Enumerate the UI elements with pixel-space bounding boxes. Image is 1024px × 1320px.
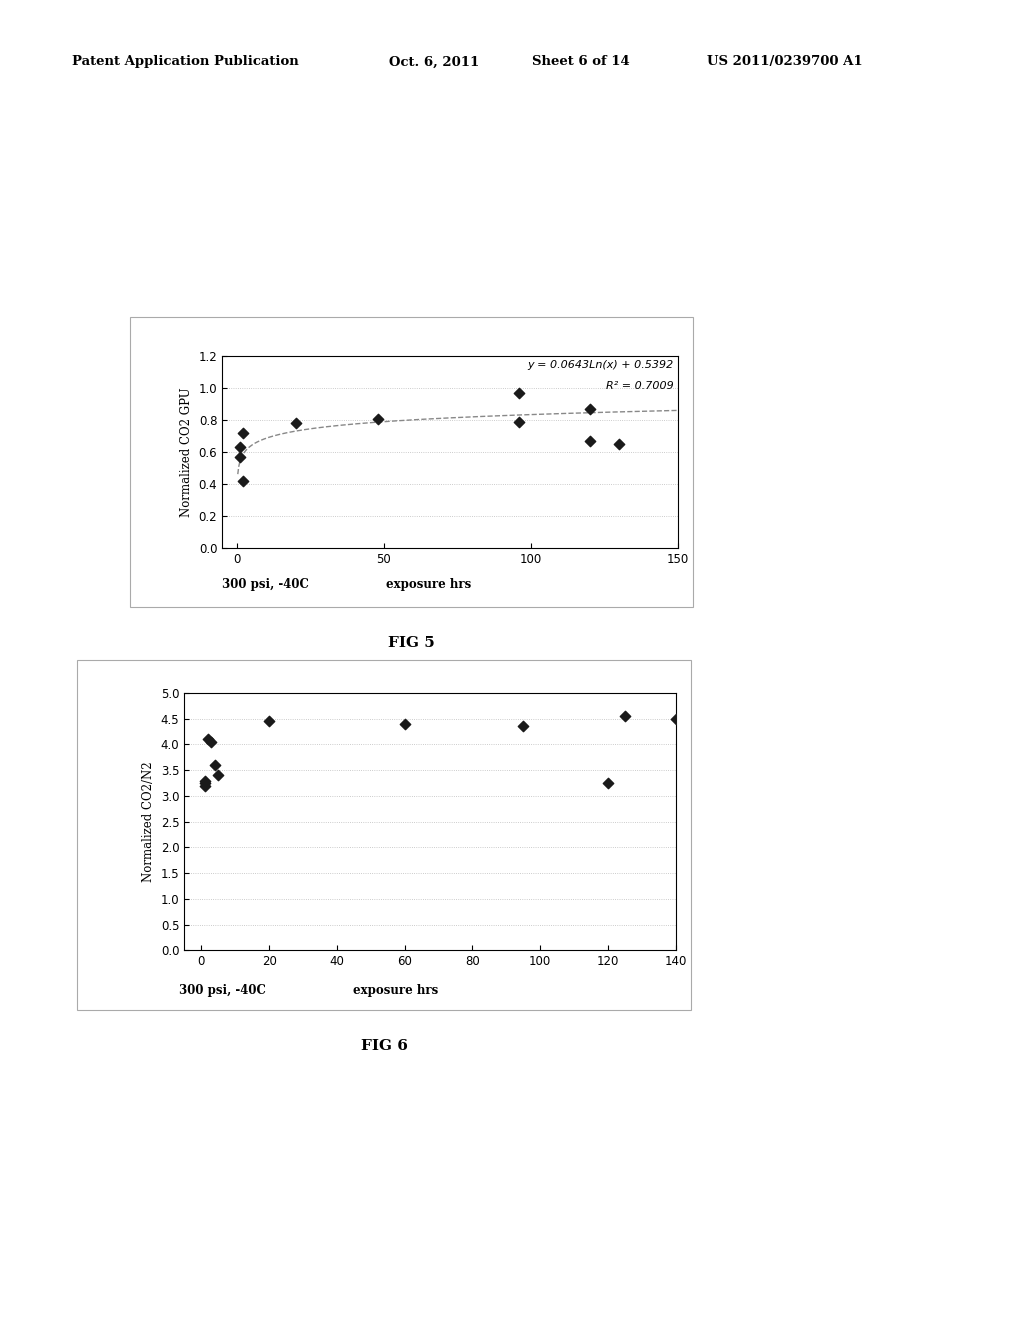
Text: 300 psi, -40C: 300 psi, -40C bbox=[222, 578, 309, 591]
Text: 300 psi, -40C: 300 psi, -40C bbox=[179, 983, 266, 997]
Point bbox=[197, 775, 213, 796]
Point bbox=[261, 710, 278, 731]
Point bbox=[203, 731, 219, 752]
Text: FIG 5: FIG 5 bbox=[388, 636, 435, 651]
Point bbox=[231, 446, 248, 467]
Point bbox=[668, 708, 684, 729]
Text: exposure hrs: exposure hrs bbox=[386, 578, 471, 591]
Point bbox=[616, 706, 633, 727]
Text: FIG 6: FIG 6 bbox=[360, 1039, 408, 1053]
Point bbox=[200, 729, 216, 750]
Text: Patent Application Publication: Patent Application Publication bbox=[72, 55, 298, 69]
Point bbox=[511, 412, 527, 433]
Point bbox=[210, 764, 226, 785]
Point bbox=[288, 413, 304, 434]
Point bbox=[582, 430, 598, 451]
Text: Oct. 6, 2011: Oct. 6, 2011 bbox=[389, 55, 479, 69]
Text: y = 0.0643Ln(x) + 0.5392: y = 0.0643Ln(x) + 0.5392 bbox=[527, 360, 674, 370]
Point bbox=[511, 383, 527, 404]
Point bbox=[197, 772, 213, 793]
Point bbox=[515, 715, 531, 737]
Point bbox=[600, 772, 616, 793]
Point bbox=[396, 713, 413, 734]
Y-axis label: Normalized CO2/N2: Normalized CO2/N2 bbox=[142, 762, 156, 882]
Y-axis label: Normalized CO2 GPU: Normalized CO2 GPU bbox=[180, 387, 194, 517]
Point bbox=[611, 433, 628, 454]
Text: US 2011/0239700 A1: US 2011/0239700 A1 bbox=[707, 55, 862, 69]
Point bbox=[207, 755, 223, 776]
Text: exposure hrs: exposure hrs bbox=[353, 983, 438, 997]
Point bbox=[370, 408, 386, 429]
Text: Sheet 6 of 14: Sheet 6 of 14 bbox=[532, 55, 630, 69]
Point bbox=[197, 770, 213, 791]
Point bbox=[231, 437, 248, 458]
Point bbox=[234, 422, 251, 444]
Point bbox=[582, 399, 598, 420]
Point bbox=[234, 470, 251, 491]
Text: R² = 0.7009: R² = 0.7009 bbox=[605, 381, 674, 391]
